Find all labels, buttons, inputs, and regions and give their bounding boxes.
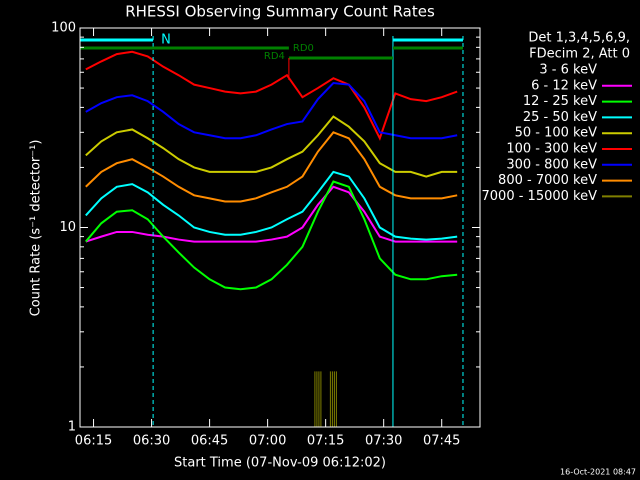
series-line (85, 185, 458, 243)
footer: 16-Oct-2021 08:47 (560, 468, 636, 477)
series-line (85, 115, 458, 178)
legend-label: 300 - 800 keV (506, 157, 597, 172)
x-tick-label: 07:45 (423, 434, 460, 449)
series-line (85, 170, 458, 241)
series-line (85, 50, 458, 141)
legend-title: Det 1,3,4,5,6,9, (528, 31, 630, 46)
chart-title: RHESSI Observing Summary Count Rates (125, 3, 435, 21)
legend-title: FDecim 2, Att 0 (529, 47, 630, 62)
x-tick-label: 06:45 (191, 434, 228, 449)
plot-frame (79, 27, 481, 428)
decimation-label: RD4 (264, 51, 285, 62)
legend-label: 50 - 100 keV (515, 126, 598, 141)
legend-label: 3 - 6 keV (539, 63, 597, 78)
legend-label: 6 - 12 keV (531, 78, 597, 93)
y-tick-label: 100 (51, 21, 76, 36)
y-axis-label: Count Rate (s⁻¹ detector⁻¹) (29, 140, 44, 317)
night-label: N (161, 33, 171, 48)
y-tick-label: 10 (59, 220, 76, 235)
y-tick-label: 1 (68, 420, 76, 435)
series-line (85, 81, 458, 140)
series-line (85, 131, 458, 203)
x-tick-label: 07:00 (249, 434, 286, 449)
legend-label: 25 - 50 keV (523, 110, 597, 125)
legend-label: 7000 - 15000 keV (482, 189, 598, 204)
decimation-label: RD0 (293, 43, 314, 54)
legend-label: 12 - 25 keV (523, 94, 597, 109)
x-tick-label: 06:30 (133, 434, 170, 449)
legend-label: 800 - 7000 keV (498, 173, 597, 188)
x-tick-label: 07:15 (307, 434, 344, 449)
x-axis-label: Start Time (07-Nov-09 06:12:02) (174, 456, 386, 471)
series-line (85, 229, 458, 298)
x-tick-label: 07:30 (365, 434, 402, 449)
x-tick-label: 06:15 (75, 434, 112, 449)
legend-label: 100 - 300 keV (506, 142, 597, 157)
series-line (85, 180, 458, 291)
